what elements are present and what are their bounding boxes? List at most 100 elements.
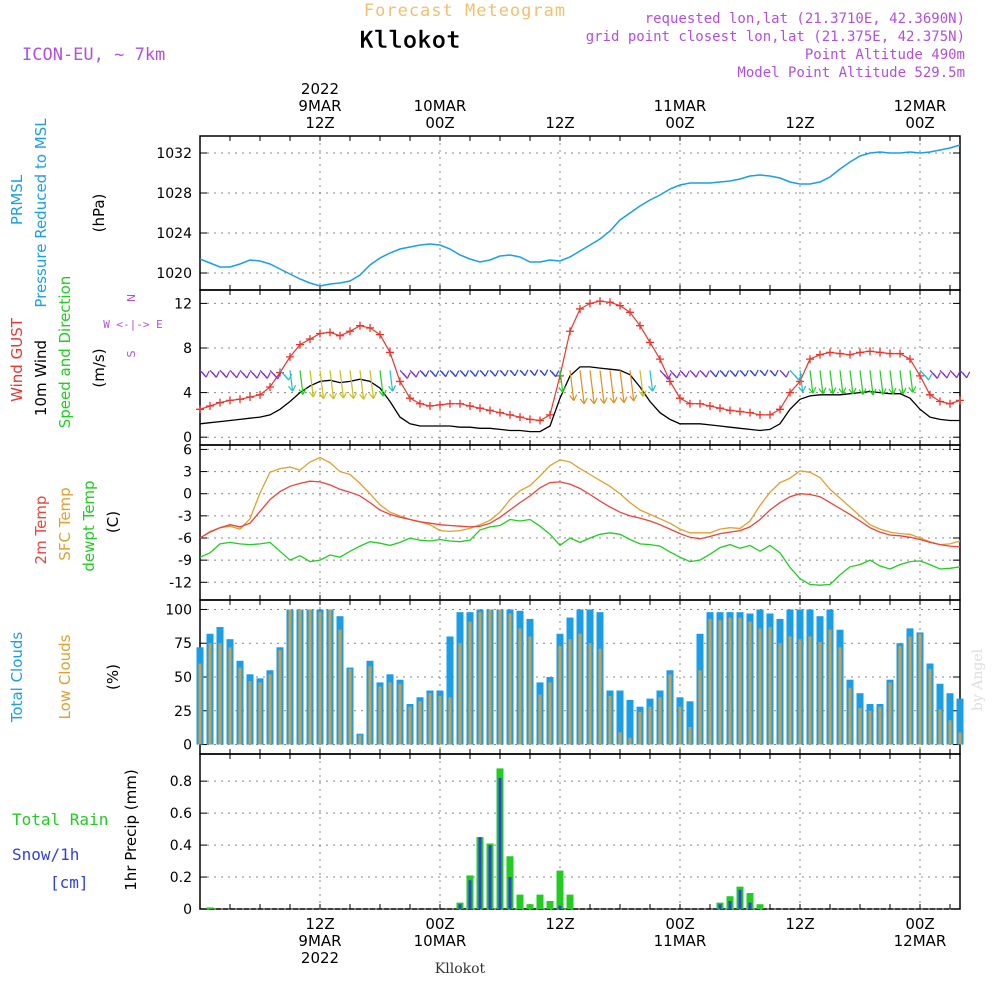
gust-marker <box>386 348 394 357</box>
gust-marker <box>686 399 694 408</box>
wind-arrow <box>339 370 345 399</box>
ylabel-sfc-temp: SFC Temp <box>56 487 74 560</box>
wind-arrowhead <box>798 385 807 393</box>
wind-arrow <box>319 370 325 399</box>
gust-marker <box>266 383 274 392</box>
top-time-label: 00Z <box>665 114 694 132</box>
wind-arrowhead <box>308 390 317 398</box>
low-cloud-bar <box>508 613 512 745</box>
temp2m-line <box>199 480 961 548</box>
wind-arrow <box>639 370 644 397</box>
low-cloud-bar <box>408 706 412 745</box>
snow-bar <box>458 904 462 909</box>
wind-arrowhead <box>461 370 470 377</box>
wind-arrow <box>349 370 355 399</box>
rain-bar <box>536 894 544 909</box>
wind-arrowhead <box>672 371 681 379</box>
model-point-altitude: Model Point Altitude 529.5m <box>737 65 965 81</box>
wind-arrowhead <box>222 371 231 378</box>
rain-bar <box>206 907 214 909</box>
low-cloud-bar <box>778 643 782 745</box>
low-cloud-bar <box>248 681 252 745</box>
low-cloud-bar <box>598 648 602 745</box>
wind-arrow <box>359 370 365 400</box>
low-cloud-bar <box>338 629 342 745</box>
ylabel-speed-dir: Speed and Direction <box>56 276 74 429</box>
snow-bar <box>728 901 732 909</box>
wind-arrowhead <box>898 387 907 395</box>
wind-arrowhead <box>838 387 847 395</box>
gust-marker <box>926 390 934 399</box>
compass-s: S <box>125 350 138 357</box>
wind-arrowhead <box>760 369 769 377</box>
low-cloud-bar <box>698 670 702 745</box>
gust-marker <box>596 297 604 306</box>
low-cloud-bar <box>788 636 792 745</box>
snow-bar <box>558 905 562 909</box>
y-tick-label: 4 <box>183 386 192 402</box>
wind-arrow <box>879 370 884 395</box>
low-cloud-bar <box>198 663 202 745</box>
footer-station: Kllokot <box>435 961 486 977</box>
rain-bar <box>526 904 534 909</box>
wind-arrow <box>819 370 824 394</box>
wind-arrow <box>599 370 605 404</box>
low-cloud-bar <box>228 647 232 745</box>
wind-arrow <box>309 370 314 398</box>
gust-marker <box>206 401 214 410</box>
gust-marker <box>856 348 864 357</box>
low-cloud-bar <box>628 737 632 745</box>
wind-arrowhead <box>411 370 420 378</box>
wind-arrowhead <box>781 370 790 378</box>
panel-2: 0 4 8 12 Wind GUST 10m Wind Speed and Directio… <box>8 276 971 446</box>
low-cloud-bar <box>288 609 292 745</box>
y-tick-label: 0 <box>183 430 192 446</box>
low-cloud-bar <box>428 693 432 745</box>
gust-marker <box>356 321 364 330</box>
gust-marker <box>296 340 304 349</box>
y-tick-label: 1032 <box>156 146 192 162</box>
wind-arrow <box>299 370 304 395</box>
wind-arrow <box>799 370 804 393</box>
gust-marker <box>726 406 734 415</box>
gust-marker <box>766 410 774 419</box>
gust-marker <box>456 399 464 408</box>
compass-we: W <-|-> E <box>103 318 163 331</box>
low-cloud-bar <box>798 639 802 745</box>
low-cloud-bar <box>888 682 892 745</box>
low-cloud-bar <box>528 636 532 745</box>
gust-marker <box>436 400 444 409</box>
wind-arrow <box>559 370 564 393</box>
low-cloud-bar <box>718 620 722 745</box>
low-cloud-bar <box>708 618 712 745</box>
low-cloud-bar <box>488 609 492 745</box>
snow-bar <box>718 904 722 909</box>
wind-arrowhead <box>932 372 941 379</box>
wind-arrowhead <box>510 369 519 377</box>
wind-arrowhead <box>589 397 598 405</box>
low-cloud-bar <box>558 645 562 745</box>
gust-marker <box>866 347 874 356</box>
total-cloud-bar <box>946 693 954 745</box>
low-cloud-bar <box>328 609 332 745</box>
ylabel-unit: (hPa) <box>90 194 108 233</box>
gust-marker <box>376 330 384 339</box>
bottom-time-label: 12Z <box>545 915 574 933</box>
rain-bar <box>516 894 524 909</box>
gust-marker <box>776 405 784 414</box>
panel-frame <box>199 753 961 910</box>
y-tick-label: 0.4 <box>170 838 192 854</box>
rain-bar <box>566 894 574 909</box>
low-cloud-bar <box>548 682 552 745</box>
low-cloud-bar <box>568 639 572 745</box>
low-cloud-bar <box>808 636 812 745</box>
gust-marker <box>226 396 234 405</box>
wind-arrowhead <box>721 370 730 378</box>
gust-marker <box>286 352 294 361</box>
low-cloud-bar <box>878 706 882 745</box>
low-cloud-bar <box>238 667 242 745</box>
gust-marker <box>886 349 894 358</box>
ylabel-low-clouds: Low Clouds <box>56 634 74 719</box>
gust-marker <box>366 323 374 332</box>
